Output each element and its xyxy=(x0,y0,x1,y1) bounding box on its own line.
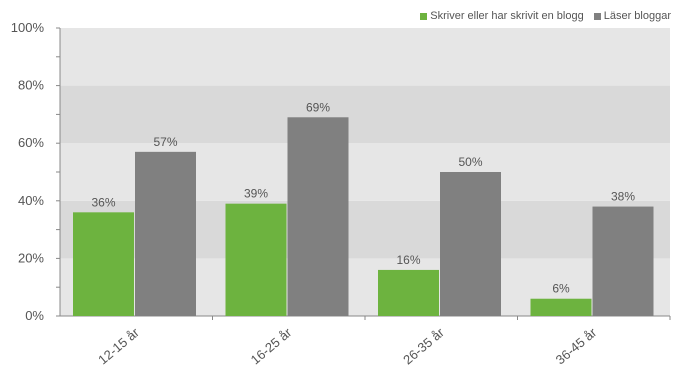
bar-laser-4 xyxy=(592,206,654,316)
data-label: 39% xyxy=(244,187,268,201)
data-label: 6% xyxy=(552,282,570,296)
legend-label-series-1: Skriver eller har skrivit en blogg xyxy=(430,10,584,22)
data-label: 38% xyxy=(611,190,635,204)
y-tick-label: 60% xyxy=(18,135,44,150)
x-tick-label: 36-45 år xyxy=(553,324,600,367)
legend: Skriver eller har skrivit en blogg Läser… xyxy=(420,10,671,22)
bars xyxy=(73,117,654,316)
plot-band xyxy=(60,85,670,144)
y-tick-label: 40% xyxy=(18,193,44,208)
legend-item-series-2: Läser bloggar xyxy=(593,10,671,22)
bar-skriver-2 xyxy=(225,203,287,316)
legend-item-series-1: Skriver eller har skrivit en blogg xyxy=(420,10,584,22)
data-label: 36% xyxy=(91,195,115,209)
legend-swatch-series-1 xyxy=(420,12,428,20)
data-label: 16% xyxy=(396,253,420,267)
data-labels: 36% 57% 39% 69% 16% 50% 6% 38% xyxy=(91,100,635,295)
data-label: 57% xyxy=(153,135,177,149)
y-tick-label: 20% xyxy=(18,250,44,265)
y-tick-label: 80% xyxy=(18,78,44,93)
x-tick-label: 12-15 år xyxy=(95,324,142,367)
y-tick-label: 100% xyxy=(11,20,45,35)
bar-skriver-4 xyxy=(530,298,592,316)
bar-skriver-3 xyxy=(378,269,439,316)
legend-label-series-2: Läser bloggar xyxy=(603,10,671,22)
x-tick-label: 16-25 år xyxy=(248,324,295,367)
bar-laser-1 xyxy=(135,151,196,316)
plot-band xyxy=(60,28,670,86)
x-tick-label: 26-35 år xyxy=(400,324,447,367)
bar-laser-2 xyxy=(287,117,349,316)
legend-swatch-series-2 xyxy=(593,12,601,20)
bar-laser-3 xyxy=(440,172,501,316)
data-label: 69% xyxy=(306,100,330,114)
data-label: 50% xyxy=(458,155,482,169)
y-tick-label: 0% xyxy=(25,308,44,323)
bar-skriver-1 xyxy=(73,212,134,316)
